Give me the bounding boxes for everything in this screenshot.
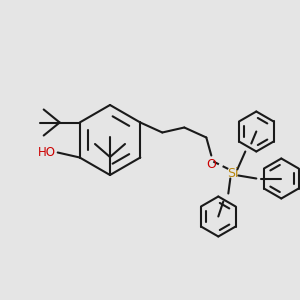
Text: O: O bbox=[206, 158, 216, 170]
Text: Si: Si bbox=[228, 167, 239, 180]
Text: HO: HO bbox=[38, 146, 56, 159]
